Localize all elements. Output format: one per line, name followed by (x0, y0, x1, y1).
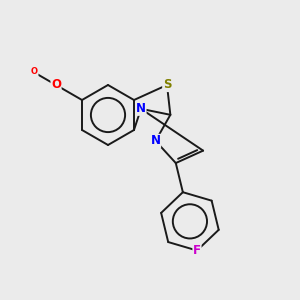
Text: O: O (31, 67, 38, 76)
Text: F: F (193, 244, 201, 257)
Text: O: O (51, 79, 61, 92)
Text: N: N (151, 134, 160, 147)
Text: S: S (163, 79, 171, 92)
Text: N: N (136, 102, 146, 115)
